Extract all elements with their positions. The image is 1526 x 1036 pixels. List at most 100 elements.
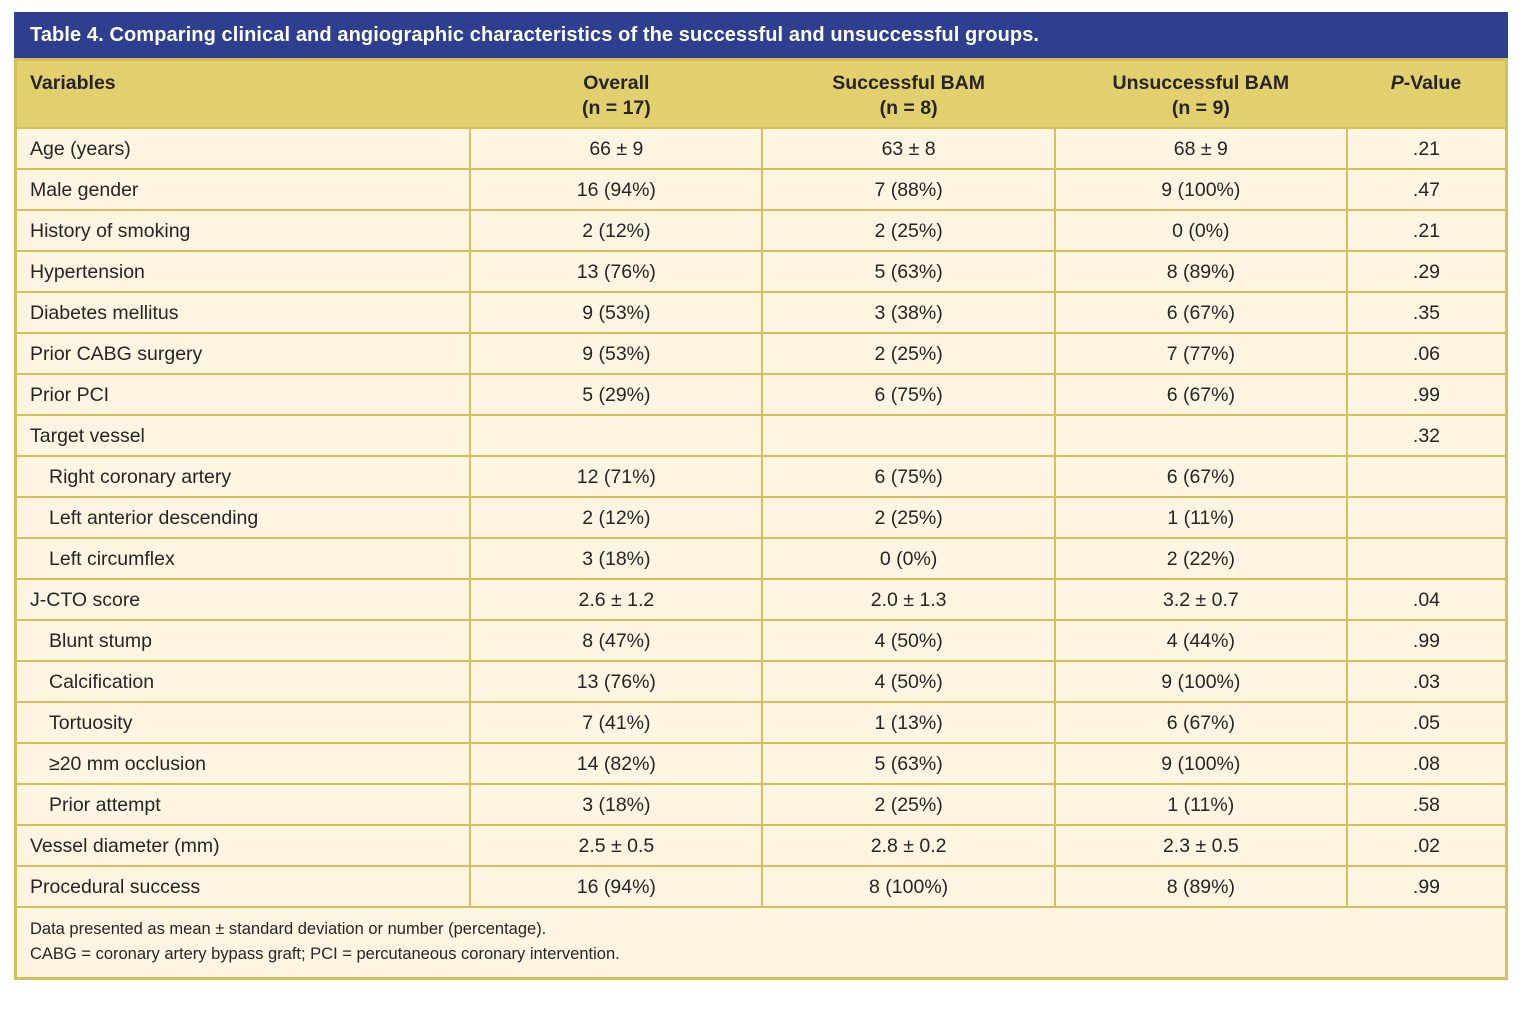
cell-overall: 66 ± 9 (469, 127, 764, 170)
row-label-text: Calcification (49, 670, 155, 693)
cell-unsuccessful-bam: 2.3 ± 0.5 (1053, 824, 1348, 867)
table-title-bar: Table 4. Comparing clinical and angiogra… (14, 12, 1508, 58)
cell-overall: 8 (47%) (469, 619, 764, 662)
table-row: Vessel diameter (mm) 2.5 ± 0.5 2.8 ± 0.2… (14, 824, 1508, 867)
row-label-cell: Left anterior descending (14, 496, 472, 539)
cell-overall: 2 (12%) (469, 496, 764, 539)
cell-overall: 9 (53%) (469, 291, 764, 334)
row-label-cell: Left circumflex (14, 537, 472, 580)
column-header-variables: Variables (15, 59, 471, 128)
row-label-cell: Target vessel (14, 414, 472, 457)
cell-unsuccessful-bam: 1 (11%) (1053, 783, 1348, 826)
footnote-line-1: Data presented as mean ± standard deviat… (30, 920, 547, 938)
cell-overall (469, 414, 764, 457)
row-label-text: Age (years) (30, 137, 131, 160)
row-label-text: Prior CABG surgery (30, 342, 203, 365)
cell-successful-bam: 6 (75%) (761, 373, 1056, 416)
cell-overall: 3 (18%) (469, 783, 764, 826)
cell-unsuccessful-bam: 9 (100%) (1053, 168, 1348, 211)
table-row: J-CTO score 2.6 ± 1.2 2.0 ± 1.3 3.2 ± 0.… (14, 578, 1508, 621)
cell-successful-bam: 3 (38%) (761, 291, 1056, 334)
table-footer: Data presented as mean ± standard deviat… (15, 906, 1507, 979)
characteristics-table: Variables Overall (n = 17) Successful BA… (14, 58, 1508, 980)
cell-successful-bam: 0 (0%) (761, 537, 1056, 580)
cell-pvalue (1345, 496, 1508, 539)
cell-pvalue: .08 (1345, 742, 1508, 785)
cell-pvalue: .06 (1345, 332, 1508, 375)
table-row: ≥20 mm occlusion 14 (82%) 5 (63%) 9 (100… (14, 742, 1508, 785)
row-label-text: Left anterior descending (49, 506, 259, 529)
cell-unsuccessful-bam: 8 (89%) (1053, 250, 1348, 293)
table-row: Age (years) 66 ± 9 63 ± 8 68 ± 9 .21 (14, 127, 1508, 170)
cell-successful-bam: 2 (25%) (761, 332, 1056, 375)
cell-successful-bam: 2 (25%) (761, 496, 1056, 539)
row-label-text: ≥20 mm occlusion (49, 752, 207, 775)
cell-pvalue: .03 (1345, 660, 1508, 703)
table-row: Prior CABG surgery 9 (53%) 2 (25%) 7 (77… (14, 332, 1508, 375)
row-label-text: Procedural success (30, 875, 201, 898)
cell-unsuccessful-bam: 4 (44%) (1053, 619, 1348, 662)
row-label-text: History of smoking (30, 219, 191, 242)
cell-pvalue: .58 (1345, 783, 1508, 826)
table-footnotes: Data presented as mean ± standard deviat… (15, 906, 1507, 979)
cell-successful-bam: 4 (50%) (761, 619, 1056, 662)
row-label-cell: Blunt stump (14, 619, 472, 662)
cell-unsuccessful-bam: 1 (11%) (1053, 496, 1348, 539)
cell-overall: 13 (76%) (469, 660, 764, 703)
row-label-cell: Prior PCI (14, 373, 472, 416)
cell-successful-bam: 2.0 ± 1.3 (761, 578, 1056, 621)
column-header-pvalue: P-Value (1346, 59, 1507, 128)
cell-unsuccessful-bam: 7 (77%) (1053, 332, 1348, 375)
cell-unsuccessful-bam: 68 ± 9 (1053, 127, 1348, 170)
row-label-text: Tortuosity (49, 711, 133, 734)
table-row: Calcification 13 (76%) 4 (50%) 9 (100%) … (14, 660, 1508, 703)
cell-successful-bam: 8 (100%) (761, 865, 1056, 908)
cell-successful-bam: 5 (63%) (761, 742, 1056, 785)
pvalue-italic-p: P (1390, 72, 1404, 94)
row-label-text: Left circumflex (49, 547, 175, 570)
row-label-text: Hypertension (30, 260, 145, 283)
table-row: Blunt stump 8 (47%) 4 (50%) 4 (44%) .99 (14, 619, 1508, 662)
table-title: Table 4. Comparing clinical and angiogra… (30, 23, 1040, 46)
cell-successful-bam: 2 (25%) (761, 209, 1056, 252)
cell-pvalue: .99 (1345, 619, 1508, 662)
table-row: Left anterior descending 2 (12%) 2 (25%)… (14, 496, 1508, 539)
table-row: Male gender 16 (94%) 7 (88%) 9 (100%) .4… (14, 168, 1508, 211)
row-label-cell: Hypertension (14, 250, 472, 293)
row-label-text: Right coronary artery (49, 465, 232, 488)
cell-unsuccessful-bam (1053, 414, 1348, 457)
row-label-cell: Male gender (14, 168, 472, 211)
footnote-row: Data presented as mean ± standard deviat… (15, 906, 1507, 979)
column-header-unsuccessful-bam: Unsuccessful BAM (n = 9) (1054, 59, 1347, 128)
cell-pvalue: .02 (1345, 824, 1508, 867)
cell-pvalue (1345, 537, 1508, 580)
cell-overall: 12 (71%) (469, 455, 764, 498)
cell-successful-bam: 7 (88%) (761, 168, 1056, 211)
row-label-text: Blunt stump (49, 629, 152, 652)
column-header-overall: Overall (n = 17) (470, 59, 763, 128)
row-label-cell: Diabetes mellitus (14, 291, 472, 334)
cell-overall: 5 (29%) (469, 373, 764, 416)
cell-successful-bam: 6 (75%) (761, 455, 1056, 498)
row-label-text: Male gender (30, 178, 139, 201)
row-label-cell: ≥20 mm occlusion (14, 742, 472, 785)
cell-overall: 2.6 ± 1.2 (469, 578, 764, 621)
row-label-cell: J-CTO score (14, 578, 472, 621)
cell-pvalue: .04 (1345, 578, 1508, 621)
row-label-text: Target vessel (30, 424, 145, 447)
row-label-cell: Right coronary artery (14, 455, 472, 498)
table-row: History of smoking 2 (12%) 2 (25%) 0 (0%… (14, 209, 1508, 252)
cell-successful-bam: 2.8 ± 0.2 (761, 824, 1056, 867)
row-label-text: Prior PCI (30, 383, 110, 406)
cell-pvalue: .32 (1345, 414, 1508, 457)
cell-successful-bam: 4 (50%) (761, 660, 1056, 703)
table-row: Diabetes mellitus 9 (53%) 3 (38%) 6 (67%… (14, 291, 1508, 334)
row-label-cell: Prior CABG surgery (14, 332, 472, 375)
row-label-cell: Tortuosity (14, 701, 472, 744)
cell-unsuccessful-bam: 9 (100%) (1053, 660, 1348, 703)
cell-overall: 16 (94%) (469, 168, 764, 211)
row-label-cell: Vessel diameter (mm) (14, 824, 472, 867)
cell-successful-bam: 5 (63%) (761, 250, 1056, 293)
cell-unsuccessful-bam: 9 (100%) (1053, 742, 1348, 785)
